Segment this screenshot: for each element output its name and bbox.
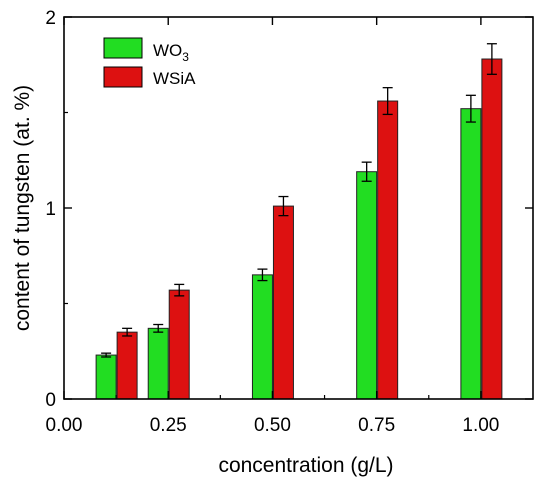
bars-layer [95,43,503,400]
x-tick-label-5: 1.00 [462,415,499,436]
legend: WO3 WSiA [103,37,196,88]
legend-label-wo3: WO3 [153,41,189,64]
bar-wo3-2 [147,327,169,400]
bar-wsia-4 [377,100,399,400]
x-tick-label-4: 0.75 [358,415,395,436]
y-tick-label-1: 0 [45,390,56,411]
x-tick-label-3: 0.50 [254,415,291,436]
y-axis-title: content of tungsten (at. %) [11,85,34,331]
legend-swatch-wo3 [103,37,143,59]
x-tick-label-1: 0.00 [46,415,83,436]
y-tick-label-3: 2 [45,8,56,29]
legend-label-wsia: WSiA [153,69,196,88]
bar-wsia-2 [168,289,190,400]
bar-wo3-3 [251,274,273,400]
legend-swatch-wsia [103,66,143,88]
axes-layer: 0.00 0.25 0.50 0.75 1.00 0 1 2 [45,8,534,436]
bar-wo3-5 [460,108,482,400]
bar-wsia-5 [481,58,503,400]
bar-wo3-4 [356,171,378,400]
x-axis-title: concentration (g/L) [218,454,393,477]
bar-wsia-1 [116,331,138,400]
bar-wsia-3 [272,205,294,400]
legend-label-wo3-main: WO [153,41,182,60]
legend-label-wo3-sub: 3 [182,50,189,64]
y-tick-label-2: 1 [45,199,56,220]
x-tick-label-2: 0.25 [150,415,187,436]
bar-wo3-1 [95,354,117,400]
